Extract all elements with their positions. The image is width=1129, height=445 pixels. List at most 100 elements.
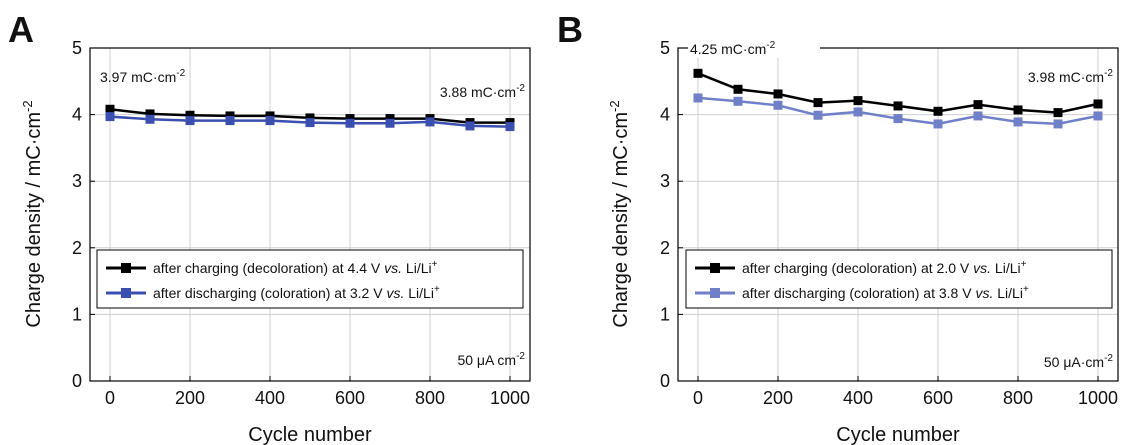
ticks: 0 200 400 600 800 1000 0 1 2 3 4 5 [72, 38, 530, 408]
data-point-charging [1053, 108, 1063, 118]
data-point-charging [145, 109, 155, 119]
data-point-discharging [505, 122, 515, 132]
y-tick-label: 2 [72, 238, 82, 258]
data-point-discharging [465, 121, 475, 131]
data-point-discharging [693, 93, 703, 103]
y-tick-label: 5 [660, 38, 670, 58]
data-point-discharging [345, 118, 355, 128]
y-tick-label: 0 [660, 371, 670, 391]
data-point-discharging [893, 114, 903, 124]
y-tick-label: 1 [72, 304, 82, 324]
annotation-final-charge: 3.88 mC·cm-2 [440, 83, 526, 100]
legend-marker-charging [710, 263, 720, 273]
data-point-charging [933, 106, 943, 116]
series-group [693, 68, 1103, 129]
x-tick-label: 400 [843, 388, 873, 408]
data-point-discharging [105, 112, 115, 122]
y-tick-label: 4 [660, 105, 670, 125]
y-tick-label: 3 [660, 171, 670, 191]
data-point-charging [973, 100, 983, 110]
x-tick-label: 400 [255, 388, 285, 408]
x-tick-label: 200 [175, 388, 205, 408]
panel-b: B 0 200 400 600 800 1000 0 1 2 3 4 5 4.25 mC·cm-2 3… [557, 9, 1119, 445]
x-tick-label: 600 [923, 388, 953, 408]
legend-marker-discharging [710, 288, 720, 298]
data-point-discharging [733, 96, 743, 106]
legend: after charging (decoloration) at 2.0 V v… [685, 249, 1113, 309]
y-tick-label: 5 [72, 38, 82, 58]
legend-label-charging: after charging (decoloration) at 2.0 V v… [742, 259, 1027, 276]
x-axis-title: Cycle number [248, 424, 372, 445]
series-group [105, 104, 515, 132]
data-point-charging [185, 110, 195, 120]
x-tick-label: 800 [1003, 388, 1033, 408]
annotation-initial-charge: 3.97 mC·cm-2 [100, 68, 186, 85]
legend-marker-discharging [121, 288, 131, 298]
data-point-charging [105, 104, 115, 114]
data-point-charging [773, 89, 783, 99]
x-axis-title: Cycle number [836, 424, 960, 445]
data-point-charging [345, 114, 355, 124]
data-point-charging [385, 114, 395, 124]
data-point-charging [813, 98, 823, 108]
data-point-discharging [773, 100, 783, 110]
annotation-backdrop [688, 38, 820, 58]
data-point-discharging [1093, 111, 1103, 121]
grid [678, 47, 1118, 382]
y-axis-title: Charge density / mC·cm-2 [20, 100, 45, 327]
x-tick-label: 800 [415, 388, 445, 408]
panel-letter: B [557, 9, 583, 50]
y-axis-title: Charge density / mC·cm-2 [607, 100, 632, 327]
data-point-discharging [973, 111, 983, 121]
data-point-charging [265, 111, 275, 121]
data-point-charging [1093, 99, 1103, 109]
y-tick-label: 0 [72, 371, 82, 391]
x-tick-label: 200 [763, 388, 793, 408]
legend-label-discharging: after discharging (coloration) at 3.2 V … [153, 284, 440, 301]
plot-frame [89, 47, 531, 382]
data-point-charging [225, 111, 235, 121]
data-point-discharging [385, 118, 395, 128]
data-point-discharging [145, 114, 155, 124]
data-point-discharging [1013, 117, 1023, 127]
data-point-charging [693, 68, 703, 78]
annotation-final-charge: 3.98 mC·cm-2 [1028, 68, 1114, 85]
x-tick-label: 1000 [490, 388, 530, 408]
data-point-discharging [265, 116, 275, 126]
y-axis-title-main: Charge density / mC·cm [23, 112, 45, 328]
data-point-discharging [853, 107, 863, 117]
data-point-charging [1013, 105, 1023, 115]
data-point-charging [733, 84, 743, 94]
legend-label-charging: after charging (decoloration) at 4.4 V v… [153, 259, 438, 276]
x-tick-label: 1000 [1078, 388, 1118, 408]
y-tick-label: 3 [72, 171, 82, 191]
legend-marker-charging [121, 263, 131, 273]
data-point-discharging [933, 119, 943, 129]
x-tick-label: 0 [105, 388, 115, 408]
data-point-charging [893, 101, 903, 111]
data-point-discharging [225, 116, 235, 126]
legend-box [685, 249, 1113, 309]
x-tick-label: 0 [693, 388, 703, 408]
annotation-current-density: 50 μA cm-2 [457, 351, 525, 368]
panel-a: A 0 200 400 600 800 1000 0 1 2 3 4 5 3.97 mC·cm-2 3… [8, 9, 531, 445]
y-tick-label: 1 [660, 304, 670, 324]
x-tick-label: 600 [335, 388, 365, 408]
data-point-charging [853, 96, 863, 106]
annotation-initial-charge: 4.25 mC·cm-2 [690, 40, 776, 57]
data-point-discharging [425, 117, 435, 127]
ticks: 0 200 400 600 800 1000 0 1 2 3 4 5 [660, 38, 1118, 408]
legend-label-discharging: after discharging (coloration) at 3.8 V … [742, 284, 1029, 301]
y-axis-title-main: Charge density / mC·cm [610, 112, 632, 328]
y-tick-label: 2 [660, 238, 670, 258]
legend-box [96, 249, 524, 309]
plot-frame [677, 47, 1119, 382]
panel-letter: A [8, 9, 34, 50]
data-point-charging [305, 113, 315, 123]
legend: after charging (decoloration) at 4.4 V v… [96, 249, 524, 309]
annotation-current-density: 50 μA·cm-2 [1044, 353, 1114, 370]
data-point-discharging [1053, 119, 1063, 129]
data-point-discharging [185, 116, 195, 126]
data-point-discharging [305, 118, 315, 128]
